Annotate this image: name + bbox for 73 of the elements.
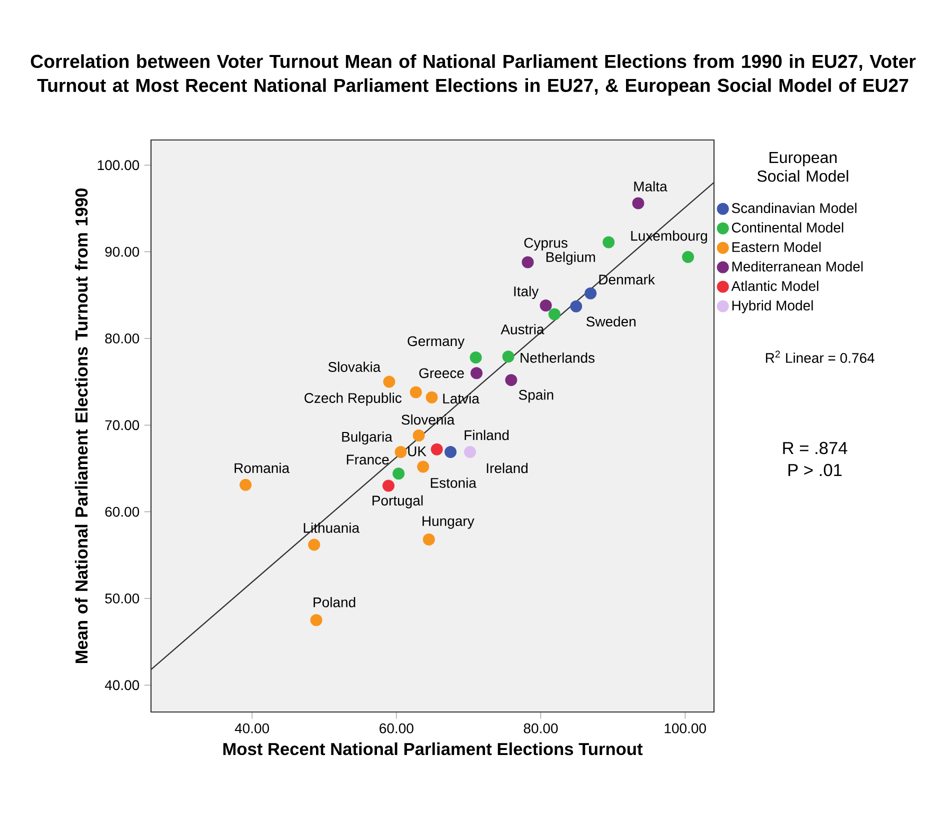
point xyxy=(602,236,615,248)
point xyxy=(570,300,582,312)
text: P > .01 xyxy=(788,464,842,476)
point xyxy=(464,446,476,458)
y-tick-label: 40.00 xyxy=(104,680,140,690)
annotation: Hungary xyxy=(422,516,474,529)
annotation: Czech Republic xyxy=(304,392,402,406)
point xyxy=(310,614,322,626)
y-tick-label: 80.00 xyxy=(105,334,140,344)
annotation: Italy xyxy=(514,286,539,300)
point xyxy=(522,256,534,268)
y-tick-label: 60.00 xyxy=(105,506,140,517)
point xyxy=(540,300,552,312)
point xyxy=(430,443,443,456)
y-tick-label: 90.00 xyxy=(105,246,140,257)
annotation: Poland xyxy=(314,596,356,608)
annotation: Romania xyxy=(234,462,290,474)
annotation: Finland xyxy=(464,430,509,440)
point xyxy=(548,308,560,320)
point xyxy=(240,478,252,491)
point xyxy=(412,430,425,442)
annotation: Greece xyxy=(419,368,464,378)
annotation: Estonia xyxy=(430,478,476,488)
legend-label: Continental Model xyxy=(732,222,844,233)
y-tick-label: 50.00 xyxy=(105,594,140,604)
text: R$^{2}$ Linear = 0.764 xyxy=(766,350,874,363)
annotation: Germany xyxy=(408,336,465,349)
annotation: France xyxy=(346,454,389,465)
point xyxy=(422,534,435,546)
legend-label: Atlantic Model xyxy=(731,280,818,292)
annotation: UK xyxy=(408,446,426,456)
point xyxy=(426,391,438,404)
legend-label: Eastern Model xyxy=(732,242,821,252)
text: R = .874 xyxy=(783,442,848,454)
x-axis-title: Most Recent National Parliament Elections Turnout xyxy=(223,742,643,756)
point xyxy=(682,250,694,264)
annotation: Portugal xyxy=(372,495,423,508)
annotation: Bulgaria xyxy=(342,431,392,445)
x-tick-label: 60.00 xyxy=(380,723,414,734)
annotation: Slovakia xyxy=(328,362,381,372)
point xyxy=(392,468,405,480)
annotation: Sweden xyxy=(586,316,636,327)
point xyxy=(382,480,394,492)
x-tick-label: 80.00 xyxy=(524,723,558,734)
legend-label: Scandinavian Model xyxy=(732,202,856,214)
point xyxy=(417,460,430,473)
point xyxy=(502,350,514,363)
point xyxy=(383,376,396,388)
point xyxy=(470,367,483,380)
point xyxy=(308,538,320,551)
annotation: Netherlands xyxy=(520,352,594,363)
annotation: Belgium xyxy=(546,252,595,265)
legend-label: Mediterranean Model xyxy=(732,261,863,272)
x-tick-label: 100.00 xyxy=(664,723,706,734)
legend-title: European Social Model xyxy=(757,152,848,182)
chart-title: Correlation between Voter Turnout Mean of National Parliament Elections from 1990 in EU27, Voter Turnout at Most Recent National Parliament Elections in EU27, & European Social Model of EU27 xyxy=(30,54,916,96)
point xyxy=(410,386,422,398)
legend-label: Hybrid Model xyxy=(732,300,813,314)
y-axis-title: Mean of National Parliament Elections Turnout from 1990 xyxy=(74,188,88,664)
annotation: Malta xyxy=(634,181,668,192)
point xyxy=(584,287,597,300)
point xyxy=(444,446,457,458)
annotation: Cyprus xyxy=(524,238,568,251)
y-tick-label: 70.00 xyxy=(105,420,140,430)
point xyxy=(632,197,644,210)
point xyxy=(470,352,482,364)
annotation: Spain xyxy=(518,390,554,403)
annotation: Ireland xyxy=(486,462,528,474)
point xyxy=(394,446,407,458)
annotation: Austria xyxy=(500,324,544,334)
point xyxy=(505,374,518,386)
x-tick-label: 40.00 xyxy=(234,723,270,734)
y-tick-label: 100.00 xyxy=(98,160,140,170)
